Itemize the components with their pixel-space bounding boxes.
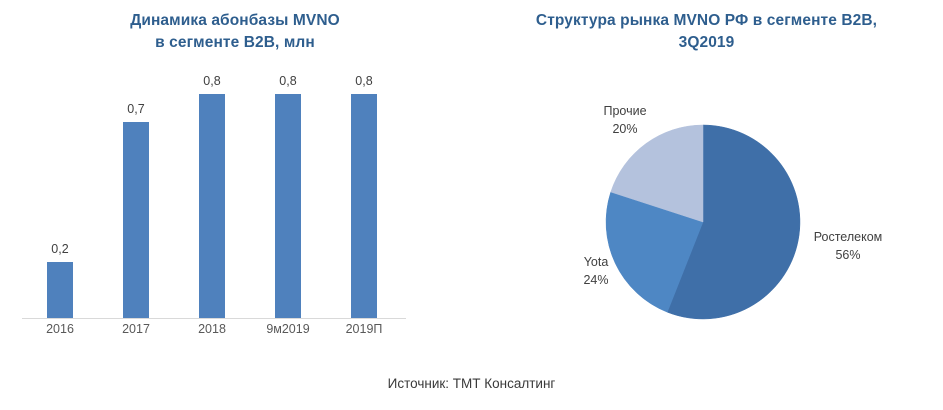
pie-slice[interactable] (610, 124, 704, 223)
bar-category-label: 2017 (122, 322, 150, 336)
bar-group: 0,7 2017 (98, 0, 174, 345)
bar-value-label: 0,2 (51, 242, 69, 256)
bar-rect[interactable] (275, 94, 301, 318)
bar-rect[interactable] (47, 262, 73, 318)
bar-value-label: 0,8 (355, 74, 373, 88)
pie-label-rostelecom: Ростелеком 56% (808, 229, 888, 265)
bar-group: 0,8 2019П (326, 0, 402, 345)
bar-chart-axis-line (22, 318, 406, 319)
pie-label-rostelecom-name: Ростелеком (813, 230, 883, 244)
pie-label-yota-name: Yota (583, 255, 609, 269)
bar-category-label: 2018 (198, 322, 226, 336)
pie-chart-title-line2: 3Q2019 (678, 34, 735, 52)
bar-chart-title-line1: Динамика абонбазы MVNO (130, 12, 340, 29)
bar-category-label: 2016 (46, 322, 74, 336)
pie-label-rostelecom-value: 56% (835, 247, 861, 262)
pie-slice[interactable] (605, 191, 704, 313)
bar-group: 0,2 2016 (22, 0, 98, 345)
bar-value-label: 0,8 (203, 74, 221, 88)
bar-rect[interactable] (123, 122, 149, 318)
bar-category-label: 2019П (345, 322, 383, 336)
bar-value-label: 0,7 (127, 102, 145, 116)
bar-rect[interactable] (351, 94, 377, 318)
bar-chart-title: Динамика абонбазы MVNO в сегменте B2B, м… (0, 10, 470, 55)
pie-label-yota: Yota 24% (574, 254, 618, 290)
pie-chart-panel: Структура рынка MVNO РФ в сегменте B2B, … (470, 0, 943, 360)
pie-label-other-value: 20% (612, 121, 638, 136)
bar-group: 0,8 9м2019 (250, 0, 326, 345)
pie-slice[interactable] (666, 124, 801, 320)
bar-group: 0,8 2018 (174, 0, 250, 345)
bar-chart-panel: Динамика абонбазы MVNO в сегменте B2B, м… (0, 0, 470, 360)
pie-chart-svg (605, 124, 801, 320)
pie-chart-plot-area: Прочие 20% Yota 24% Ростелеком 56% (470, 0, 943, 345)
pie-chart-title-line1: Структура рынка MVNO РФ в сегменте B2B, (535, 12, 878, 29)
pie-label-yota-value: 24% (583, 272, 609, 287)
bar-rect[interactable] (199, 94, 225, 318)
pie-label-other-name: Прочие (603, 104, 647, 118)
pie-label-other: Прочие 20% (594, 103, 656, 139)
bar-category-label: 9м2019 (266, 322, 310, 336)
bar-value-label: 0,8 (279, 74, 297, 88)
pie-chart-title: Структура рынка MVNO РФ в сегменте B2B, … (470, 10, 943, 55)
bar-chart-title-line2: в сегменте B2B, млн (155, 34, 315, 52)
bar-chart-plot-area: 0,2 2016 0,7 2017 0,8 2018 0,8 9м2019 0,… (0, 0, 470, 345)
source-note: Источник: ТМТ Консалтинг (387, 376, 556, 391)
